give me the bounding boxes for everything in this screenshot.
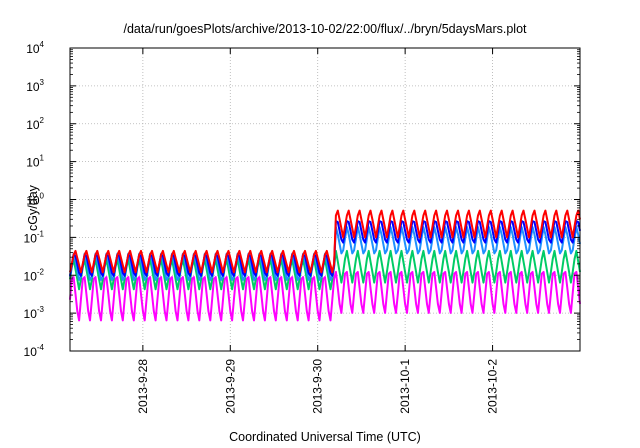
chart-title: /data/run/goesPlots/archive/2013-10-02/2… [123, 22, 527, 36]
y-tick-label: 10-3 [24, 305, 45, 321]
y-tick-label: 102 [26, 116, 44, 132]
y-tick-label: 10-2 [24, 267, 45, 283]
y-tick-label: 10-1 [24, 229, 45, 245]
ticks: 10-4 10-3 10-2 10-1 100 101 102 103 104 2013-9-28… [24, 40, 580, 414]
x-tick-label: 2013-9-29 [223, 359, 237, 414]
y-tick-label: 103 [26, 78, 44, 94]
y-tick-label: 101 [26, 154, 44, 170]
x-tick-label: 2013-10-2 [486, 359, 500, 414]
y-tick-label: 100 [26, 192, 44, 208]
series-line [69, 209, 581, 274]
y-tick-label: 10-4 [24, 343, 45, 359]
x-tick-label: 2013-9-30 [311, 359, 325, 414]
y-tick-label: 104 [26, 40, 44, 56]
series-layer [69, 209, 581, 322]
series-line [69, 270, 581, 322]
x-axis-label: Coordinated Universal Time (UTC) [229, 430, 421, 444]
x-tick-label: 2013-10-1 [398, 359, 412, 414]
x-tick-label: 2013-9-28 [136, 359, 150, 414]
